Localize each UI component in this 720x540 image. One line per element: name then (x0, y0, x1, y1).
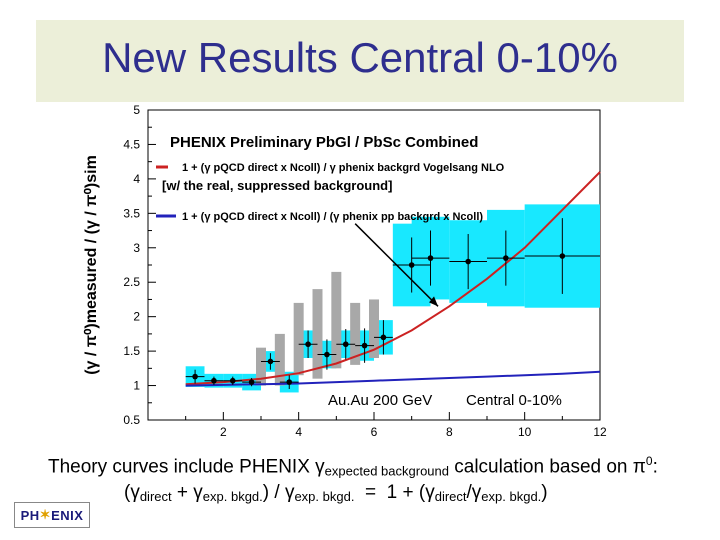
logo-text-right: ENIX (51, 507, 84, 523)
caption-superscript: 0 (645, 454, 653, 468)
formula-sub: exp. bkgd. (481, 489, 542, 504)
caption-colon: : (652, 456, 658, 478)
logo-star-icon: ✶ (39, 507, 52, 522)
y-tick-label: 4 (133, 172, 140, 186)
y-tick-label: 0.5 (123, 413, 140, 427)
gray-systematic-bar (331, 271, 342, 369)
data-point (503, 255, 509, 261)
formula-part: ) (541, 482, 548, 503)
y-tick-label: 3 (133, 241, 140, 255)
data-point (465, 258, 471, 265)
chart-header-text: PHENIX Preliminary PbGl / PbSc Combined (170, 134, 478, 151)
data-point (211, 377, 217, 384)
y-tick-label: 5 (133, 103, 140, 117)
x-tick-label: 2 (220, 425, 227, 439)
formula-part: = 1 + (γ (354, 482, 435, 503)
slide-title: New Results Central 0-10% (102, 34, 618, 81)
gray-systematic-bar (293, 302, 304, 376)
data-point (248, 379, 255, 385)
data-point (192, 373, 198, 380)
centrality-label: Central 0-10% (466, 392, 562, 409)
data-point (229, 377, 236, 384)
formula-sub: direct (139, 489, 172, 504)
x-tick-label: 8 (446, 425, 453, 439)
title-band (36, 20, 684, 102)
data-point (342, 341, 349, 348)
data-point (427, 255, 434, 261)
y-tick-label: 4.5 (123, 137, 140, 151)
formula-sub: direct (434, 489, 467, 504)
x-tick-label: 10 (518, 425, 532, 439)
caption-line-1: Theory curves include PHENIX γexpected b… (48, 454, 658, 478)
theory-curve-red (185, 171, 601, 386)
formula-sub: exp. bkgd. (202, 489, 263, 504)
formula-part: (γ (124, 482, 140, 503)
y-axis-label: (γ / π⁰)measured / (γ / π⁰)sim (83, 155, 100, 375)
theory-curve-blue (185, 370, 601, 387)
formula-part: /γ (466, 482, 482, 503)
y-tick-label: 2.5 (123, 275, 140, 289)
gray-systematic-bar (274, 333, 285, 386)
caption-text: Theory curves include PHENIX (48, 456, 316, 478)
caption-subscript: expected background (324, 463, 449, 479)
formula-part: + γ (171, 482, 203, 503)
gray-systematic-bar (312, 289, 323, 379)
data-point (267, 358, 274, 365)
data-point (559, 253, 566, 259)
annotation-arrow (354, 223, 439, 307)
formula-part: ) / γ (262, 482, 295, 503)
x-tick-label: 6 (371, 425, 378, 439)
phenix-logo: PH ✶ ENIX (14, 502, 90, 528)
legend-blue-text: 1 + (γ pQCD direct x Ncoll) / (γ phenix … (182, 211, 483, 223)
y-tick-label: 1 (133, 379, 140, 393)
y-tick-label: 2 (133, 310, 140, 324)
formula-sub: exp. bkgd. (294, 489, 355, 504)
caption-line-2: (γdirect + γexp. bkgd.) / γexp. bkgd. = … (124, 482, 548, 504)
data-point (324, 351, 330, 358)
data-point (286, 379, 293, 385)
collision-system-label: Au.Au 200 GeV (328, 392, 432, 409)
data-point (361, 342, 368, 349)
logo-text-left: PH (20, 507, 40, 523)
arrowhead (429, 296, 439, 307)
gray-systematic-bar (350, 302, 361, 365)
data-point (380, 334, 387, 341)
gray-systematic-bar (369, 299, 379, 358)
legend-red-text: 1 + (γ pQCD direct x Ncoll) / γ phenix b… (182, 162, 505, 174)
gray-systematic-bar (256, 347, 266, 386)
x-tick-label: 4 (295, 425, 302, 439)
data-point (305, 341, 311, 348)
y-tick-label: 3.5 (123, 206, 140, 220)
legend-red-text-2: [w/ the real, suppressed background] (162, 178, 392, 193)
caption-gamma: γ (315, 456, 325, 478)
data-point (408, 262, 415, 268)
caption-text-2: calculation based on π (448, 456, 646, 478)
y-tick-label: 1.5 (123, 344, 140, 358)
x-tick-label: 12 (593, 425, 607, 439)
